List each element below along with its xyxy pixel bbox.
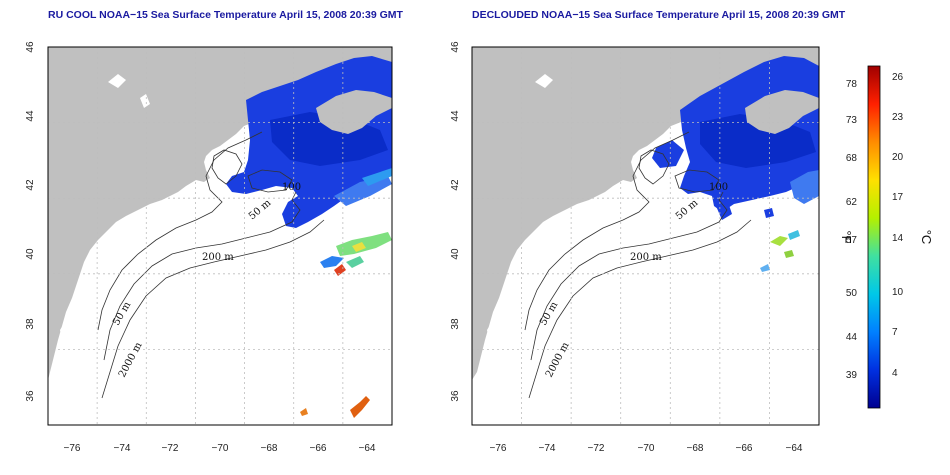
right-map-contour-2000m [528,219,752,399]
right-map-lat-axis: 36 38 40 42 44 46 [450,41,461,402]
right-map-bay-2 [487,320,497,352]
colorbar-c-tick: 26 [892,72,904,83]
colorbar-c-tick: 7 [892,327,898,338]
left-lat-tick: 40 [25,248,36,260]
left-map-lake-2 [140,94,150,108]
right-lon-tick: −74 [539,443,556,454]
colorbar-f-tick: 39 [846,370,858,381]
left-contour-label-100: 100 [282,182,301,193]
right-map-gulf-patch [652,140,684,168]
left-map-contour-2000m [101,219,325,399]
left-lat-tick: 42 [25,179,36,191]
right-lon-tick: −66 [736,443,753,454]
colorbar-f-tick: 62 [846,197,858,208]
colorbar-f-tick: 57 [846,235,858,246]
left-lat-tick: 44 [25,110,36,122]
right-map-panel: 50 m 200 m 50 m 2000 m 100 36 38 40 42 4… [450,41,820,454]
colorbar-celsius-ticks: 26 23 20 17 14 10 7 4 [892,72,904,379]
left-map-warm-stripe-2 [362,168,392,186]
right-map-contour-bank [674,169,720,193]
colorbar-f-tick: 44 [846,332,858,343]
right-map-graticule [472,47,819,425]
right-lon-tick: −68 [687,443,704,454]
right-map-warm-patch-4 [760,264,770,272]
left-lon-tick: −68 [261,443,278,454]
right-map-contour-200m [530,191,728,361]
right-map-lon-axis: −76 −74 −72 −70 −68 −66 −64 [490,443,803,454]
right-map-warm-patch [770,236,788,246]
right-lat-tick: 36 [450,390,461,402]
left-lat-tick: 36 [25,390,36,402]
left-map-warm-patch-5 [346,256,364,268]
colorbar-c-tick: 4 [892,368,898,379]
left-map-warm-patch-3 [320,256,344,268]
left-lon-tick: −76 [64,443,81,454]
colorbar-gradient [867,65,881,409]
left-map-lake [108,74,126,88]
left-map-contour-shelf [211,149,243,185]
right-map-contour-50m [524,131,690,331]
left-map-panel: 50 m 200 m 50 m 2000 m 100 36 38 40 42 4… [25,41,393,454]
left-map-bay [92,262,104,296]
colorbar-f-tick: 73 [846,115,858,126]
left-map-bay-2 [60,320,70,352]
right-lat-tick: 44 [450,110,461,122]
left-map-contour-200m [103,191,301,361]
right-lat-tick: 46 [450,41,461,53]
left-lon-tick: −66 [310,443,327,454]
left-map-warm-patch [336,232,392,256]
right-contour-label-200m: 200 m [630,252,662,263]
left-lon-tick: −70 [212,443,229,454]
colorbar-celsius-unit: °C [919,230,934,245]
left-lat-tick: 46 [25,41,36,53]
left-contour-label-200m: 200 m [202,252,234,263]
left-map-contour-bank [247,169,293,193]
left-map-warm-patch-2 [352,242,366,252]
right-map-lake [535,74,553,88]
left-map-frame [47,46,393,426]
right-lon-tick: −64 [786,443,803,454]
right-lon-tick: −76 [490,443,507,454]
colorbar-fahrenheit-unit: °F [839,230,854,243]
colorbar-c-tick: 17 [892,192,904,203]
left-lon-tick: −74 [114,443,131,454]
right-map-contour-shelf [638,149,670,185]
left-lon-tick: −64 [359,443,376,454]
right-map-title: DECLOUDED NOAA−15 Sea Surface Temperatur… [472,9,846,21]
left-map-contour-50m [97,131,263,331]
right-map-bay [519,262,531,296]
right-map-south-patch-2 [764,208,774,218]
right-lat-tick: 38 [450,318,461,330]
left-map-graticule [48,47,392,425]
colorbar-c-tick: 23 [892,112,904,123]
colorbar-c-tick: 14 [892,233,904,244]
colorbar-c-tick: 10 [892,287,904,298]
right-contour-label-100: 100 [709,182,728,193]
right-lat-tick: 40 [450,248,461,260]
left-map-warm-patch-7 [300,408,308,416]
colorbar-f-tick: 78 [846,79,858,90]
left-map-warm-patch-6 [350,396,370,418]
colorbar-fahrenheit-ticks: 78 73 68 62 57 50 44 39 [846,79,858,381]
temperature-colorbar: 78 73 68 62 57 50 44 39 26 23 20 17 14 1… [839,65,934,409]
right-map-warm-patch-2 [788,230,800,240]
left-map-lat-axis: 36 38 40 42 44 46 [25,41,36,402]
colorbar-f-tick: 68 [846,153,858,164]
left-lat-tick: 38 [25,318,36,330]
colorbar-c-tick: 20 [892,152,904,163]
right-map-south-patch [716,202,732,220]
right-lon-tick: −72 [588,443,605,454]
right-map-frame [471,46,820,426]
colorbar-f-tick: 50 [846,288,858,299]
right-lon-tick: −70 [638,443,655,454]
left-map-title: RU COOL NOAA−15 Sea Surface Temperature … [48,9,403,21]
left-lon-tick: −72 [162,443,179,454]
right-lat-tick: 42 [450,179,461,191]
right-map-warm-patch-3 [784,250,794,258]
right-map-warm-stripe [790,170,819,204]
left-map-lon-axis: −76 −74 −72 −70 −68 −66 −64 [64,443,376,454]
